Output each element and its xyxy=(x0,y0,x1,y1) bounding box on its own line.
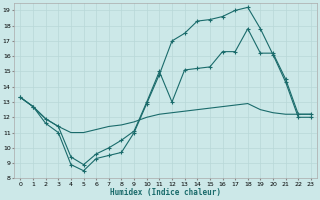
X-axis label: Humidex (Indice chaleur): Humidex (Indice chaleur) xyxy=(110,188,221,197)
